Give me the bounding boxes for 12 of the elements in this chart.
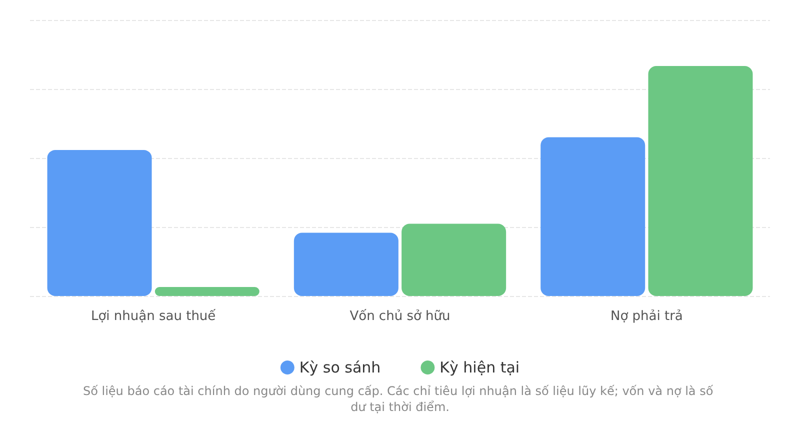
text: Số liệu báo cáo tài chính do người dùng cung cấp. Các chỉ tiêu lợi nhuận là số liệu lũy kế; vốn và nợ là số dư tại thời điểm. xyxy=(82,384,718,414)
legend-label: Kỳ hiện tại xyxy=(440,358,520,376)
bar xyxy=(402,224,506,296)
x-tick-label: Vốn chủ sở hữu xyxy=(350,309,450,324)
bar xyxy=(154,287,260,296)
bar xyxy=(294,232,398,296)
x-tick-label: Lợi nhuận sau thuế xyxy=(90,309,216,324)
bar xyxy=(540,137,646,296)
x-tick-label: Nợ phải trả xyxy=(610,309,683,324)
bar xyxy=(648,66,753,296)
legend-label: Kỳ so sánh xyxy=(299,358,381,376)
bar xyxy=(47,150,152,296)
